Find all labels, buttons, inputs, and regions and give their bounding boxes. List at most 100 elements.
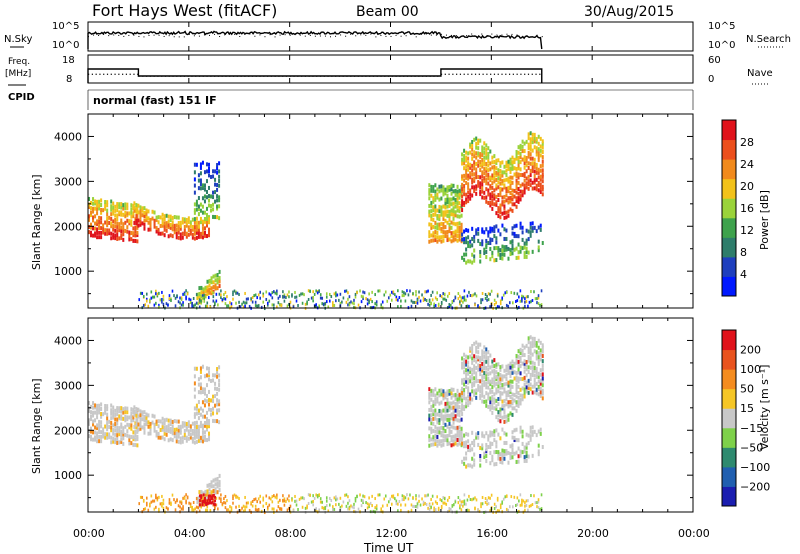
- power-cell: [132, 214, 135, 219]
- velocity-cell: [468, 508, 470, 512]
- velocity-cell: [541, 396, 544, 401]
- velocity-cell: [353, 509, 355, 513]
- power-cell: [505, 290, 508, 294]
- power-cell: [469, 188, 472, 193]
- power-cell: [139, 291, 142, 295]
- power-cell: [216, 163, 219, 168]
- velocity-cell: [512, 505, 514, 509]
- power-cell: [444, 218, 447, 223]
- power-cell: [110, 221, 113, 226]
- velocity-cell: [135, 422, 138, 427]
- power-cell: [489, 226, 492, 231]
- velocity-cell: [363, 495, 366, 499]
- noise-search-dot: [466, 35, 468, 37]
- velocity-cell: [475, 379, 478, 384]
- power-cell: [136, 239, 139, 244]
- power-cell: [418, 295, 420, 299]
- nave-dot: [505, 73, 507, 75]
- velocity-cell: [189, 505, 192, 509]
- power-cell: [318, 289, 321, 293]
- velocity-cell: [216, 398, 219, 403]
- power-cell: [159, 231, 162, 236]
- power-cell: [170, 297, 172, 301]
- velocity-cell: [471, 456, 474, 461]
- power-cell: [440, 212, 443, 217]
- power-cell: [189, 223, 192, 228]
- velocity-cell: [197, 424, 200, 429]
- velocity-cell: [88, 400, 91, 405]
- velocity-cell: [527, 336, 530, 341]
- power-cell: [525, 139, 528, 144]
- power-cell: [155, 217, 158, 222]
- power-cell: [276, 289, 278, 293]
- power-cell: [248, 304, 251, 308]
- velocity-cell: [110, 408, 113, 413]
- velocity-cell: [537, 379, 540, 384]
- nave-dot: [285, 75, 288, 77]
- power-cell: [535, 146, 538, 151]
- velocity-cell: [177, 439, 180, 444]
- power-cell: [100, 203, 103, 208]
- power-cell: [463, 252, 466, 257]
- velocity-cell: [499, 506, 502, 510]
- power-cell: [143, 206, 146, 211]
- velocity-cell: [212, 499, 215, 503]
- velocity-cell: [141, 417, 144, 422]
- power-cell: [233, 289, 236, 293]
- power-cell: [458, 214, 461, 219]
- power-cell: [503, 227, 506, 232]
- velocity-cell: [212, 411, 215, 416]
- velocity-cell: [161, 504, 163, 508]
- velocity-cell: [501, 406, 504, 411]
- velocity-cell: [90, 429, 93, 434]
- velocity-cell: [94, 435, 97, 440]
- power-cell: [193, 190, 196, 195]
- velocity-cell: [521, 503, 523, 507]
- power-cell: [452, 235, 455, 240]
- velocity-cell: [461, 441, 464, 446]
- power-cell: [505, 164, 508, 169]
- velocity-cell: [436, 420, 439, 425]
- velocity-cell: [525, 454, 528, 459]
- velocity-cell: [201, 408, 204, 413]
- velocity-cell: [515, 390, 518, 395]
- power-cell: [297, 304, 299, 308]
- noise-search-dot: [501, 34, 503, 36]
- power-cell: [446, 188, 449, 193]
- velocity-cell: [499, 459, 502, 464]
- power-cell: [198, 291, 201, 296]
- velocity-cell: [128, 434, 131, 439]
- power-cell: [130, 207, 133, 212]
- power-cell: [519, 147, 522, 152]
- velocity-colorbar-tick: 15: [740, 402, 754, 415]
- power-cell: [168, 297, 171, 301]
- power-cell: [448, 197, 451, 202]
- power-cell: [521, 225, 524, 230]
- power-cell: [493, 246, 496, 251]
- power-cell: [444, 205, 447, 210]
- velocity-cell: [454, 408, 457, 413]
- velocity-cell: [137, 427, 140, 432]
- velocity-cell: [145, 496, 148, 500]
- power-cell: [531, 132, 534, 137]
- power-cell: [342, 296, 345, 300]
- power-cell: [128, 219, 131, 224]
- velocity-cell: [519, 364, 522, 369]
- velocity-cell: [537, 351, 540, 356]
- velocity-colorbar-label: Velocity [m s⁻¹]: [758, 365, 771, 450]
- velocity-cell: [541, 359, 544, 364]
- power-cell: [460, 222, 463, 227]
- velocity-cell: [479, 379, 482, 384]
- velocity-cell: [262, 498, 265, 502]
- velocity-cell: [489, 388, 492, 393]
- velocity-cell: [481, 446, 484, 451]
- power-cell: [493, 298, 496, 302]
- velocity-cell: [350, 504, 352, 508]
- velocity-cell: [203, 430, 206, 435]
- velocity-cell: [491, 402, 494, 407]
- velocity-cell: [188, 501, 190, 505]
- velocity-cell: [430, 413, 433, 418]
- power-colorbar-tick: 12: [740, 224, 754, 237]
- velocity-cell: [491, 380, 494, 385]
- velocity-cell: [499, 407, 502, 412]
